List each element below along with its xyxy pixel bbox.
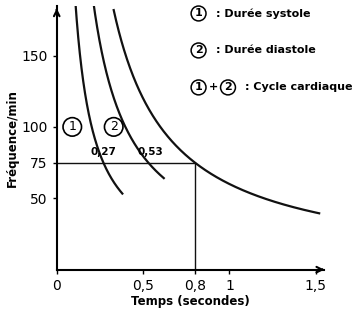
X-axis label: Temps (secondes): Temps (secondes) — [131, 295, 250, 308]
Text: 2: 2 — [224, 82, 232, 92]
Text: 1: 1 — [68, 120, 76, 133]
Text: 1: 1 — [195, 82, 203, 92]
Text: : Durée diastole: : Durée diastole — [216, 46, 316, 56]
Text: : Cycle cardiaque: : Cycle cardiaque — [245, 82, 353, 92]
Text: : Durée systole: : Durée systole — [216, 8, 310, 19]
Text: 0,53: 0,53 — [137, 147, 163, 157]
Text: 0,27: 0,27 — [90, 147, 116, 157]
Text: +: + — [209, 82, 218, 92]
Y-axis label: Fréquence/min: Fréquence/min — [6, 89, 19, 187]
Text: 2: 2 — [110, 120, 117, 133]
Text: 1: 1 — [195, 8, 203, 19]
Text: 2: 2 — [195, 46, 203, 56]
